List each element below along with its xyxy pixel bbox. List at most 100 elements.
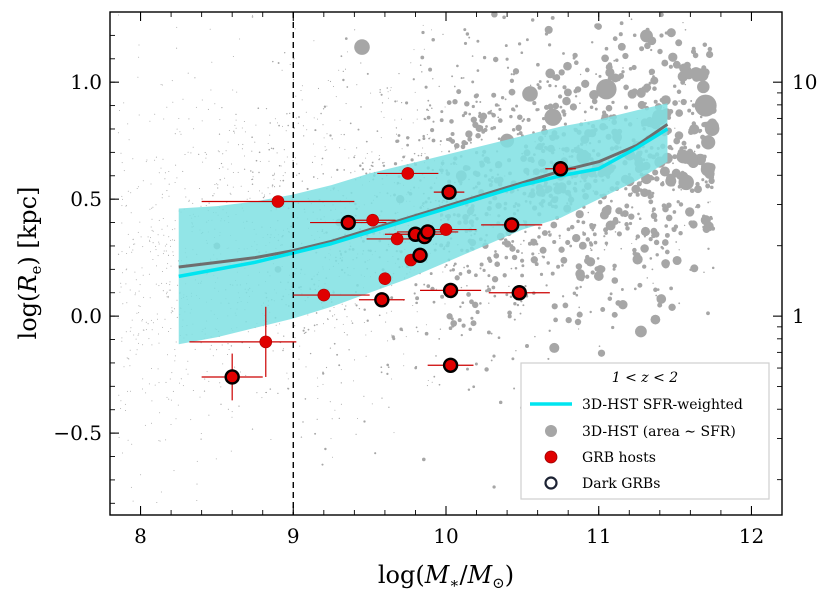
background-point bbox=[464, 101, 470, 107]
background-point bbox=[203, 390, 206, 392]
background-point bbox=[611, 311, 618, 318]
background-point bbox=[394, 100, 397, 103]
background-point bbox=[577, 328, 580, 330]
background-point bbox=[353, 359, 356, 361]
background-point bbox=[695, 206, 697, 208]
background-point bbox=[199, 396, 201, 398]
background-point bbox=[700, 215, 711, 226]
background-point bbox=[504, 240, 512, 248]
background-point bbox=[282, 179, 285, 182]
background-point bbox=[708, 185, 711, 188]
background-point bbox=[690, 111, 695, 116]
background-point bbox=[703, 271, 705, 274]
background-point bbox=[680, 98, 687, 106]
background-point bbox=[699, 115, 703, 119]
background-point bbox=[379, 91, 381, 94]
background-point bbox=[182, 98, 184, 100]
background-point bbox=[268, 148, 270, 151]
background-point bbox=[547, 357, 550, 360]
legend-box bbox=[520, 362, 770, 500]
background-point bbox=[431, 381, 433, 383]
background-point bbox=[184, 153, 186, 156]
background-point bbox=[173, 239, 176, 241]
background-point bbox=[423, 117, 426, 121]
background-point bbox=[530, 18, 535, 22]
background-point bbox=[561, 295, 565, 298]
median-lines bbox=[178, 123, 669, 279]
background-point bbox=[326, 149, 328, 151]
background-point bbox=[241, 148, 243, 150]
background-point bbox=[344, 148, 346, 150]
background-point bbox=[532, 101, 537, 106]
background-point bbox=[277, 62, 280, 64]
background-point bbox=[470, 320, 477, 327]
background-point bbox=[672, 255, 682, 266]
background-point bbox=[205, 157, 207, 159]
background-point bbox=[295, 117, 297, 119]
background-point bbox=[277, 332, 279, 334]
background-point bbox=[541, 255, 544, 258]
background-point bbox=[264, 194, 265, 196]
background-point bbox=[233, 130, 235, 132]
background-point bbox=[655, 253, 659, 257]
background-point bbox=[230, 345, 233, 347]
background-point bbox=[121, 205, 123, 207]
background-point bbox=[340, 382, 342, 384]
background-point bbox=[326, 133, 328, 135]
background-point bbox=[165, 250, 167, 252]
background-point bbox=[376, 130, 379, 132]
background-point bbox=[574, 60, 579, 65]
background-point bbox=[690, 100, 693, 102]
background-point bbox=[277, 392, 279, 395]
background-point bbox=[127, 190, 129, 192]
background-point bbox=[660, 245, 664, 249]
background-point bbox=[161, 282, 163, 284]
background-point bbox=[678, 302, 681, 305]
grb-host-point bbox=[439, 223, 453, 236]
background-point bbox=[244, 131, 246, 133]
background-point bbox=[351, 322, 354, 324]
background-point bbox=[690, 264, 699, 273]
background-point bbox=[152, 242, 154, 244]
background-point bbox=[690, 49, 697, 55]
background-point bbox=[366, 72, 369, 75]
background-point bbox=[591, 228, 595, 232]
background-point bbox=[190, 152, 192, 154]
background-point bbox=[124, 403, 126, 405]
background-point bbox=[461, 114, 465, 118]
background-point bbox=[652, 231, 660, 238]
background-point bbox=[435, 288, 437, 290]
background-point bbox=[272, 350, 274, 352]
background-point bbox=[307, 328, 310, 331]
background-point bbox=[665, 214, 673, 222]
background-point bbox=[234, 124, 236, 126]
background-point bbox=[471, 80, 475, 84]
grb-host-point bbox=[401, 167, 415, 180]
background-point bbox=[491, 12, 498, 18]
background-point bbox=[424, 85, 428, 89]
background-point bbox=[522, 118, 526, 121]
background-point bbox=[595, 73, 598, 76]
background-point bbox=[689, 220, 698, 229]
background-point bbox=[121, 337, 123, 339]
background-point bbox=[416, 311, 418, 313]
background-point bbox=[117, 132, 119, 134]
legend-red-dot-icon bbox=[544, 450, 558, 464]
background-point bbox=[363, 308, 366, 311]
background-point bbox=[465, 32, 470, 36]
background-point bbox=[484, 367, 489, 372]
background-point bbox=[561, 264, 564, 267]
background-point bbox=[300, 89, 302, 92]
dark-grb-host-point bbox=[552, 161, 569, 177]
background-point bbox=[485, 125, 488, 128]
background-point bbox=[151, 368, 152, 369]
background-point bbox=[466, 284, 468, 287]
background-point bbox=[672, 100, 678, 106]
background-point bbox=[403, 365, 405, 367]
background-point bbox=[339, 119, 341, 121]
background-point bbox=[531, 252, 535, 256]
background-point bbox=[145, 321, 147, 323]
background-point bbox=[142, 319, 143, 320]
background-point bbox=[498, 107, 502, 111]
background-point bbox=[479, 267, 482, 270]
